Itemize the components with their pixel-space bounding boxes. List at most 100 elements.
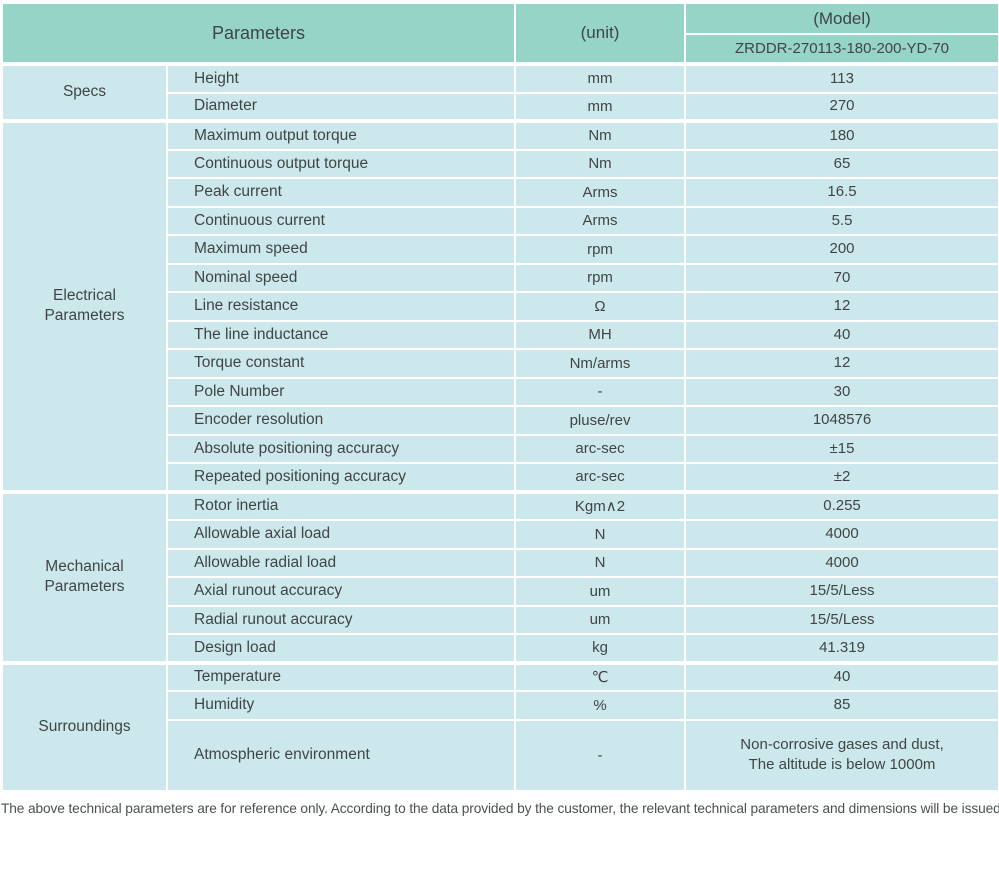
table-row: Torque constant Nm/arms 12 (2, 348, 999, 379)
value-cell: 15/5/Less (684, 604, 999, 635)
value-cell: 5.5 (684, 205, 999, 236)
value-cell: Non-corrosive gases and dust, The altitu… (684, 718, 999, 792)
parameter-cell: Allowable axial load (165, 519, 517, 550)
unit-cell: arc-sec (514, 462, 687, 493)
value-cell: 200 (684, 234, 999, 265)
unit-cell: N (514, 519, 687, 550)
unit-cell: ℃ (514, 660, 687, 692)
parameter-cell: Temperature (165, 660, 517, 692)
table-row: Continuous output torque Nm 65 (2, 148, 999, 179)
group-cell: Specs (1, 62, 168, 122)
model-header: (Model) (684, 2, 999, 35)
parameter-cell: Humidity (165, 690, 517, 721)
table-row: Encoder resolution pluse/rev 1048576 (2, 405, 999, 436)
value-cell: 4000 (684, 547, 999, 578)
table-body: Specs Height mm 113 Diameter mm 270 Electrical … (1, 62, 999, 792)
value-cell: 85 (684, 690, 999, 721)
unit-cell: - (514, 718, 687, 792)
table-row: Continuous current Arms 5.5 (2, 205, 999, 236)
unit-cell: rpm (514, 262, 687, 293)
parameter-cell: Absolute positioning accuracy (165, 433, 517, 464)
value-cell: ±2 (684, 462, 999, 493)
value-cell: 15/5/Less (684, 576, 999, 607)
parameter-cell: Axial runout accuracy (165, 576, 517, 607)
unit-cell: Ω (514, 291, 687, 322)
parameter-cell: Nominal speed (165, 262, 517, 293)
parameter-cell: Allowable radial load (165, 547, 517, 578)
table-row: Mechanical Parameters Rotor inertia Kgm∧2 0… (1, 489, 999, 664)
unit-cell: rpm (514, 234, 687, 265)
parameter-cell: Peak current (165, 177, 517, 208)
parameters-header: Parameters (0, 2, 517, 65)
value-cell: 12 (684, 348, 999, 379)
unit-cell: mm (514, 62, 687, 94)
table-row: Design load kg 41.319 (2, 633, 999, 664)
table-row: Humidity% 85 (2, 690, 999, 721)
value-cell: 16.5 (684, 177, 999, 208)
value-cell: 40 (684, 319, 999, 350)
value-cell: 0.255 (684, 489, 999, 521)
value-cell: 70 (684, 262, 999, 293)
value-cell: 30 (684, 376, 999, 407)
parameter-cell: Repeated positioning accuracy (165, 462, 517, 493)
value-cell: 40 (684, 660, 999, 692)
parameter-cell: Rotor inertia (165, 489, 517, 521)
value-cell: 65 (684, 148, 999, 179)
unit-cell: Nm (514, 119, 687, 151)
unit-cell: Arms (514, 177, 687, 208)
unit-cell: arc-sec (514, 433, 687, 464)
table-row: Repeated positioning accuracy arc-sec ±2 (2, 462, 999, 493)
table-row: Maximum speed rpm 200 (2, 234, 999, 265)
unit-cell: Nm (514, 148, 687, 179)
unit-cell: N (514, 547, 687, 578)
value-cell: ±15 (684, 433, 999, 464)
table-row: Surroundings Temperature ℃ 40 (1, 660, 999, 792)
unit-cell: Kgm∧2 (514, 489, 687, 521)
group-cell: Mechanical Parameters (1, 489, 168, 664)
parameter-cell: Continuous current (165, 205, 517, 236)
value-cell: 113 (684, 62, 999, 94)
header-row-2: ZRDDR-270113-180-200-YD-70 (2, 33, 999, 65)
table-row: The line inductance MH 40 (2, 319, 999, 350)
unit-cell: pluse/rev (514, 405, 687, 436)
parameter-cell: Continuous output torque (165, 148, 517, 179)
table-header: Parameters (unit) (Model) ZRDDR-270113-1… (0, 2, 999, 65)
group-cell: Surroundings (1, 660, 168, 792)
unit-cell: Nm/arms (514, 348, 687, 379)
table-row: Diameter mm 270 (2, 91, 999, 122)
parameter-cell: Maximum output torque (165, 119, 517, 151)
value-cell: 270 (684, 91, 999, 122)
unit-cell: um (514, 576, 687, 607)
parameter-cell: Design load (165, 633, 517, 664)
table-row: Line resistance Ω 12 (2, 291, 999, 322)
unit-cell: - (514, 376, 687, 407)
unit-cell: Arms (514, 205, 687, 236)
parameter-cell: Maximum speed (165, 234, 517, 265)
value-cell: 180 (684, 119, 999, 151)
unit-cell: MH (514, 319, 687, 350)
footer-note: The above technical parameters are for r… (1, 800, 999, 816)
parameter-cell: The line inductance (165, 319, 517, 350)
value-cell: 41.319 (684, 633, 999, 664)
parameter-cell: Pole Number (165, 376, 517, 407)
parameter-cell: Encoder resolution (165, 405, 517, 436)
unit-cell: mm (514, 91, 687, 122)
table-row: Radial runout accuracy um 15/5/Less (2, 604, 999, 635)
table-row: Peak current Arms 16.5 (2, 177, 999, 208)
header-row-1: Parameters (unit) (Model) (0, 2, 999, 65)
table-row: Electrical Parameters Maximum output torq… (1, 119, 999, 493)
parameter-cell: Diameter (165, 91, 517, 122)
parameter-cell: Torque constant (165, 348, 517, 379)
table-row: Absolute positioning accuracy arc-sec ±15 (2, 433, 999, 464)
table-row: Pole Number -30 (2, 376, 999, 407)
unit-cell: % (514, 690, 687, 721)
table-row: Specs Height mm 113 (1, 62, 999, 122)
parameter-cell: Height (165, 62, 517, 94)
value-cell: 1048576 (684, 405, 999, 436)
unit-cell: um (514, 604, 687, 635)
group-cell: Electrical Parameters (1, 119, 168, 493)
parameter-cell: Line resistance (165, 291, 517, 322)
unit-header: (unit) (514, 2, 687, 65)
value-cell: 4000 (684, 519, 999, 550)
value-cell: 12 (684, 291, 999, 322)
